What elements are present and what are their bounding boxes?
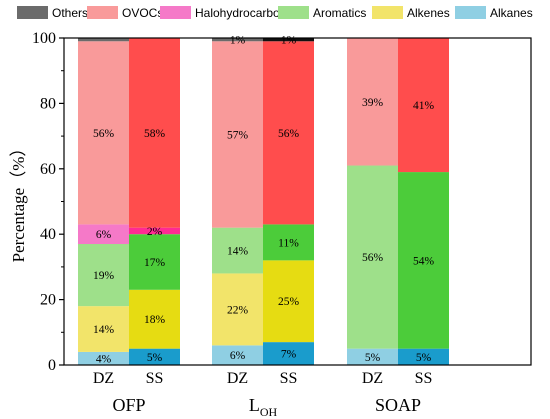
bar-value-label: 39%: [362, 97, 384, 109]
bar-segment-alkanes: [347, 348, 398, 365]
bar-segment-halohydrocarbons: [129, 227, 180, 235]
bar-segment-ovocs: [263, 41, 314, 225]
bar-segment-aromatics: [347, 165, 398, 349]
bar-value-label: 7%: [281, 349, 297, 361]
bar-value-label: 1%: [230, 35, 246, 47]
bar-segment-aromatics: [263, 224, 314, 261]
bar-value-label: 57%: [227, 129, 249, 141]
bar-segment-aromatics: [129, 234, 180, 290]
y-axis-title: Percentage（%）: [9, 140, 28, 263]
group-label: SOAP: [375, 395, 421, 415]
group-label-main: SOAP: [375, 395, 421, 415]
bar-value-label: 5%: [147, 352, 163, 364]
legend-swatch-alkenes: [372, 6, 403, 19]
y-axis-ticks: 0 20 40 60 80 100: [32, 30, 64, 374]
legend-label-alkanes: Alkanes: [490, 6, 533, 20]
bar-segment-alkanes: [212, 345, 263, 365]
bar-segment-alkenes: [129, 289, 180, 349]
legend-swatch-ovocs: [87, 6, 118, 19]
bar-segment-halohydrocarbons: [78, 224, 129, 245]
bar-segment-ovocs: [398, 38, 449, 173]
bar-value-label: 6%: [230, 350, 246, 362]
bar-value-label: 1%: [281, 35, 297, 47]
bar-value-label: 4%: [96, 353, 112, 365]
bar-segment-ovocs: [129, 38, 180, 228]
bar-value-label: 5%: [416, 352, 432, 364]
bar-value-label: 11%: [278, 237, 299, 249]
bar-segment-aromatics: [78, 244, 129, 307]
bar-value-label: 5%: [365, 352, 381, 364]
bar-value-label: 56%: [278, 128, 300, 140]
bar-value-label: 18%: [144, 314, 166, 326]
bar-segment-alkenes: [78, 306, 129, 352]
bar-value-label: 17%: [144, 257, 166, 269]
legend-swatch-aromatics: [278, 6, 309, 19]
bar-value-label: 56%: [362, 252, 384, 264]
legend-swatch-others: [17, 6, 48, 19]
bar-value-label: 6%: [96, 229, 112, 241]
bar-value-label: 25%: [278, 296, 300, 308]
bars-layer: 4% 14% 19% 6% 56% 5% 18% 17% 2% 58% 6% 22% 14% 57% 1% 7…: [78, 35, 449, 365]
bar-segment-alkanes: [78, 351, 129, 365]
bar-segment-aromatics: [212, 227, 263, 274]
group-label-subscript: OH: [260, 405, 278, 419]
bar-segment-others: [78, 38, 129, 42]
group-labels: OFP LOH SOAP: [112, 395, 421, 419]
x-category-label: SS: [415, 370, 433, 387]
bar-value-label: 19%: [93, 270, 115, 282]
group-label: OFP: [112, 395, 145, 415]
x-category-label: DZ: [93, 370, 114, 387]
legend-swatch-halohydrocarbons: [160, 6, 191, 19]
bar-segment-alkanes: [398, 348, 449, 365]
legend-label-others: Others: [52, 6, 88, 20]
bar-segment-aromatics: [398, 172, 449, 349]
bar-segment-alkanes: [263, 342, 314, 365]
y-tick-label: 40: [40, 226, 56, 243]
x-axis-categories: DZ SS DZ SS DZ SS: [93, 370, 433, 387]
y-tick-label: 0: [48, 357, 56, 374]
bar-value-label: 56%: [93, 128, 115, 140]
x-category-label: DZ: [227, 370, 248, 387]
bar-segment-alkenes: [212, 273, 263, 346]
legend-label-alkenes: Alkenes: [407, 6, 450, 20]
group-label-main: OFP: [112, 395, 145, 415]
group-label: LOH: [249, 395, 278, 419]
legend-label-aromatics: Aromatics: [313, 6, 366, 20]
bar-value-label: 58%: [144, 128, 166, 140]
y-tick-label: 80: [40, 95, 56, 112]
legend-label-halohydrocarbons: Halohydrocarbons: [195, 6, 292, 20]
legend-swatch-alkanes: [455, 6, 486, 19]
bar-segment-ovocs: [78, 41, 129, 225]
y-tick-label: 60: [40, 161, 56, 178]
x-category-label: DZ: [362, 370, 383, 387]
bar-value-label: 54%: [413, 255, 435, 267]
x-category-label: SS: [280, 370, 298, 387]
y-tick-label: 20: [40, 292, 56, 309]
bar-segment-others: [263, 38, 314, 42]
bar-value-label: 22%: [227, 304, 249, 316]
bar-segment-alkanes: [129, 348, 180, 365]
bar-value-label: 41%: [413, 100, 435, 112]
bar-value-label: 2%: [147, 226, 163, 238]
bar-segment-alkenes: [263, 260, 314, 343]
legend: Others OVOCs Halohydrocarbons Aromatics Alke…: [17, 6, 533, 20]
legend-label-ovocs: OVOCs: [122, 6, 163, 20]
bar-value-label: 14%: [227, 246, 249, 258]
y-tick-label: 100: [32, 30, 56, 47]
group-label-main: L: [249, 395, 260, 415]
x-category-label: SS: [146, 370, 164, 387]
bar-value-label: 14%: [93, 324, 115, 336]
bar-segment-others: [212, 38, 263, 42]
bar-segment-ovocs: [347, 38, 398, 166]
bar-segment-ovocs: [212, 41, 263, 228]
